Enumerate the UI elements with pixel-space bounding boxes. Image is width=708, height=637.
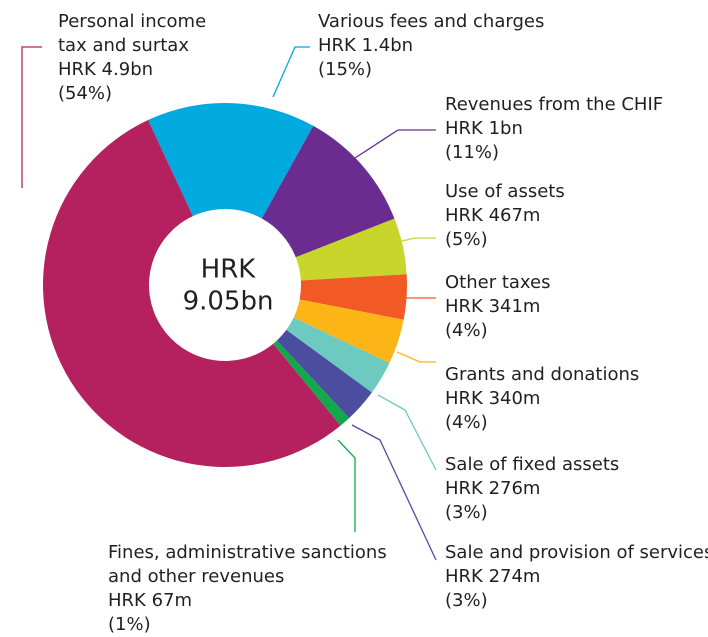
leader-line [337,439,356,532]
category-label: Sale of fixed assets [445,454,619,475]
percent-label: (3%) [445,590,488,611]
category-label: Fines, administrative sanctions [108,542,387,563]
amount-label: HRK 276m [445,478,540,499]
category-label: Grants and donations [445,364,639,385]
amount-label: HRK 340m [445,388,540,409]
donut-segment [295,218,407,281]
donut-segment [293,299,404,364]
leader-line [351,424,437,561]
donut-segment [299,274,407,320]
category-label: Revenues from the CHIF [445,94,663,115]
donut-segment [148,102,314,219]
percent-label: (1%) [108,614,151,633]
donut-segment [261,125,395,258]
percent-label: (11%) [445,142,499,163]
percent-label: (4%) [445,320,488,341]
donut-segment [273,340,350,426]
category-label: tax and surtax [58,35,189,56]
donut-segment [276,329,372,419]
amount-label: HRK 4.9bn [58,59,153,80]
amount-label: HRK 1bn [445,118,523,139]
percent-label: (15%) [318,59,372,80]
amount-label: HRK 67m [108,590,192,611]
category-label: Personal income [58,11,206,32]
leader-line [354,129,436,159]
center-label: 9.05bn [183,287,274,317]
leader-line [396,351,436,363]
leader-line [377,394,437,471]
amount-label: HRK 467m [445,205,540,226]
amount-label: HRK 274m [445,566,540,587]
category-label: Various fees and charges [318,11,544,32]
donut-segment [43,120,341,468]
percent-label: (54%) [58,83,112,104]
donut-segment [286,317,390,393]
category-label: Sale and provision of services [445,542,708,563]
leader-line [21,46,42,188]
percent-label: (5%) [445,229,488,250]
percent-label: (3%) [445,502,488,523]
leader-line [272,46,310,98]
percent-label: (4%) [445,412,488,433]
center-label: HRK [201,255,257,285]
category-label: Other taxes [445,272,550,293]
leader-line [397,237,436,243]
amount-label: HRK 341m [445,296,540,317]
category-label: and other revenues [108,566,284,587]
category-label: Use of assets [445,181,565,202]
amount-label: HRK 1.4bn [318,35,413,56]
